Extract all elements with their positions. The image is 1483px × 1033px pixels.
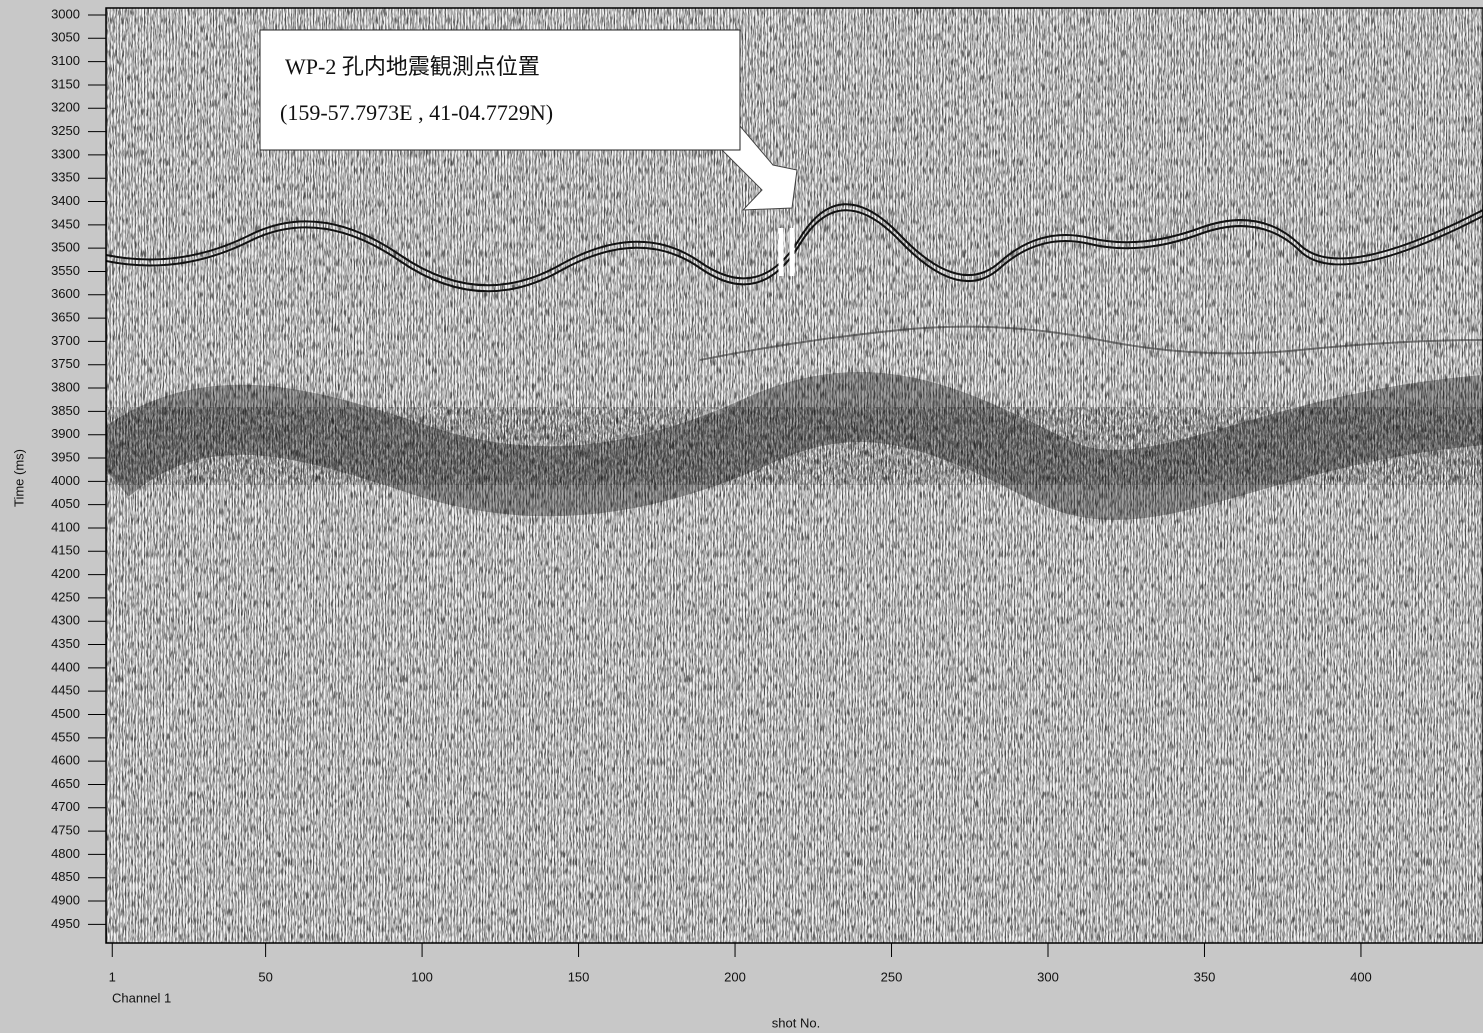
y-tick-label: 3450 xyxy=(51,216,80,231)
x-tick-label: 300 xyxy=(1037,969,1059,984)
y-tick-label: 4850 xyxy=(51,869,80,884)
channel-label: Channel 1 xyxy=(112,990,171,1005)
y-tick-label: 3850 xyxy=(51,403,80,418)
y-tick-label: 3100 xyxy=(51,53,80,68)
y-tick-label: 4200 xyxy=(51,566,80,581)
y-tick-label: 3400 xyxy=(51,193,80,208)
x-tick-label: 100 xyxy=(411,969,433,984)
y-tick-label: 4300 xyxy=(51,613,80,628)
x-tick-label: 150 xyxy=(568,969,590,984)
x-tick-label: 200 xyxy=(724,969,746,984)
y-tick-label: 3600 xyxy=(51,286,80,301)
y-tick-label: 3050 xyxy=(51,30,80,45)
y-tick-label: 3800 xyxy=(51,379,80,394)
y-tick-label: 3300 xyxy=(51,146,80,161)
x-tick-label: 50 xyxy=(258,969,272,984)
y-tick-label: 3650 xyxy=(51,310,80,325)
y-tick-label: 3150 xyxy=(51,76,80,91)
y-tick-label: 4400 xyxy=(51,659,80,674)
y-tick-label: 4650 xyxy=(51,776,80,791)
annotation: (159-57.7973E , 41-04.7729N) xyxy=(280,100,553,125)
y-tick-label: 4100 xyxy=(51,519,80,534)
y-tick-label: 4900 xyxy=(51,892,80,907)
y-tick-label: 4550 xyxy=(51,729,80,744)
y-tick-label: 3900 xyxy=(51,426,80,441)
y-tick-label: 4050 xyxy=(51,496,80,511)
y-axis-title: Time (ms) xyxy=(11,449,26,507)
y-tick-label: 4700 xyxy=(51,799,80,814)
y-tick-label: 4350 xyxy=(51,636,80,651)
y-tick-label: 4800 xyxy=(51,846,80,861)
y-tick-label: 4750 xyxy=(51,823,80,838)
x-tick-label: 350 xyxy=(1194,969,1216,984)
y-tick-label: 3250 xyxy=(51,123,80,138)
y-tick-label: 3000 xyxy=(51,6,80,21)
y-tick-label: 4950 xyxy=(51,916,80,931)
y-tick-label: 4250 xyxy=(51,589,80,604)
y-tick-label: 3950 xyxy=(51,449,80,464)
y-tick-label: 3500 xyxy=(51,240,80,255)
y-tick-label: 3700 xyxy=(51,333,80,348)
y-tick-label: 4450 xyxy=(51,683,80,698)
y-tick-label: 3350 xyxy=(51,170,80,185)
annotation: WP-2 孔内地震観測点位置 xyxy=(285,54,540,79)
x-tick-label: 400 xyxy=(1350,969,1372,984)
y-tick-label: 4150 xyxy=(51,543,80,558)
y-tick-label: 3200 xyxy=(51,100,80,115)
y-tick-label: 4500 xyxy=(51,706,80,721)
y-tick-label: 3750 xyxy=(51,356,80,371)
chart: WP-2 孔内地震観測点位置 (159-57.7973E , 41-04.772… xyxy=(0,0,1483,1033)
x-axis-title: shot No. xyxy=(772,1015,820,1030)
y-tick-label: 4000 xyxy=(51,473,80,488)
x-tick-label: 250 xyxy=(881,969,903,984)
x-tick-label: 1 xyxy=(109,969,116,984)
y-tick-label: 4600 xyxy=(51,753,80,768)
annotation-box xyxy=(260,30,740,150)
y-tick-label: 3550 xyxy=(51,263,80,278)
